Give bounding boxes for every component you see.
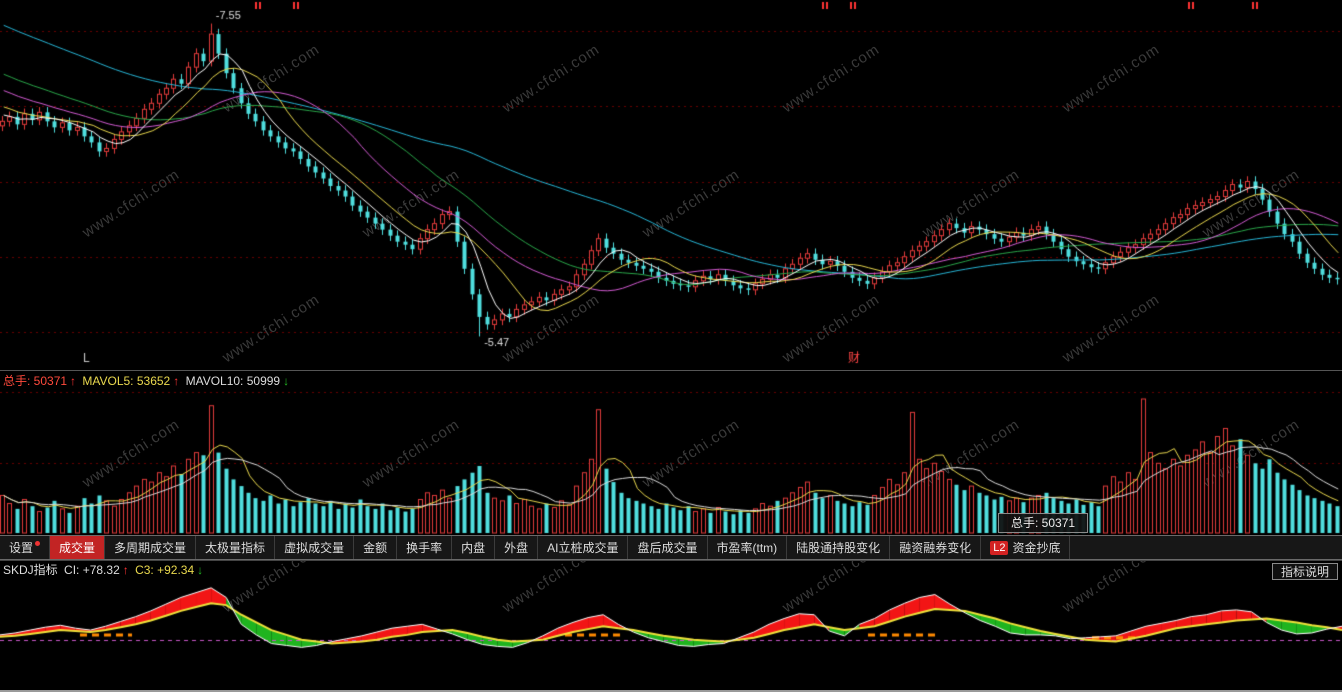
- skdj-header: SKDJ指标 CI: +78.32 ↑ C3: +92.34 ↓ 指标说明: [0, 560, 1342, 580]
- down-arrow-icon: ↓: [283, 374, 290, 388]
- up-arrow-icon: ↑: [70, 374, 77, 388]
- indicator-tab-bar: 设置 成交量 多周期成交量 太极量指标 虚拟成交量 金额 换手率 内盘 外盘 AI立桩成交量 盘后成…: [0, 535, 1342, 560]
- tab-label: 金额: [363, 541, 388, 555]
- tab-label: AI立桩成交量: [547, 541, 619, 555]
- tab-virtual-volume[interactable]: 虚拟成交量: [275, 536, 355, 559]
- l2-badge: L2: [990, 540, 1009, 555]
- tab-inner-disc[interactable]: 内盘: [452, 536, 496, 559]
- tab-settings[interactable]: 设置: [0, 536, 51, 559]
- indicator-help-button[interactable]: 指标说明: [1271, 563, 1338, 580]
- skdj-title: SKDJ指标: [3, 563, 58, 577]
- volume-total-value: 总手: 50371: [3, 374, 68, 388]
- mavol5-value: MAVOL5: 53652: [82, 374, 171, 388]
- up-arrow-icon: ↑: [173, 374, 180, 388]
- tab-label: 虚拟成交量: [284, 541, 345, 555]
- up-arrow-icon: ↑: [122, 563, 129, 577]
- tab-label: 多周期成交量: [114, 541, 187, 555]
- tab-pe-ttm[interactable]: 市盈率(ttm): [708, 536, 788, 559]
- tab-turnover-rate[interactable]: 换手率: [397, 536, 453, 559]
- tab-label: 设置: [9, 541, 34, 555]
- tab-label: 换手率: [406, 541, 443, 555]
- main-price-canvas[interactable]: [0, 0, 1342, 370]
- notification-dot: [35, 541, 41, 546]
- volume-panel: 总手: 50371 ↑ MAVOL5: 53652 ↑ MAVOL10: 50999…: [0, 370, 1342, 535]
- skdj-panel: SKDJ指标 CI: +78.32 ↑ C3: +92.34 ↓ 指标说明: [0, 560, 1342, 690]
- skdj-c3-value: C3: +92.34: [135, 563, 195, 577]
- tab-label: 外盘: [504, 541, 529, 555]
- tab-taiji-volume[interactable]: 太极量指标: [196, 536, 276, 559]
- tab-margin-trading[interactable]: 融资融券变化: [890, 536, 982, 559]
- skdj-canvas[interactable]: [0, 580, 1342, 690]
- tab-label: 陆股通持股变化: [796, 541, 881, 555]
- tab-label: 成交量: [59, 541, 96, 555]
- bottom-divider: [0, 690, 1342, 692]
- tab-northbound-holdings[interactable]: 陆股通持股变化: [787, 536, 891, 559]
- mavol10-value: MAVOL10: 50999: [185, 374, 281, 388]
- tab-label: 融资融券变化: [899, 541, 972, 555]
- tab-label: 盘后成交量: [637, 541, 698, 555]
- volume-header: 总手: 50371 ↑ MAVOL5: 53652 ↑ MAVOL10: 50999…: [0, 370, 1342, 391]
- tab-ai-volume[interactable]: AI立桩成交量: [538, 536, 629, 559]
- volume-readout-tooltip: 总手: 50371: [998, 513, 1089, 533]
- tab-fund-bottom[interactable]: L2 资金抄底: [981, 536, 1071, 559]
- tab-amount[interactable]: 金额: [354, 536, 398, 559]
- tab-outer-disc[interactable]: 外盘: [495, 536, 539, 559]
- tab-label: 太极量指标: [205, 541, 266, 555]
- down-arrow-icon: ↓: [197, 563, 204, 577]
- tab-label: 资金抄底: [1012, 541, 1061, 555]
- tab-multi-period-volume[interactable]: 多周期成交量: [105, 536, 197, 559]
- tab-label: 市盈率(ttm): [716, 541, 778, 555]
- tab-volume[interactable]: 成交量: [50, 536, 106, 559]
- volume-canvas[interactable]: [0, 391, 1342, 535]
- tab-after-hours-volume[interactable]: 盘后成交量: [628, 536, 708, 559]
- main-price-panel: [0, 0, 1342, 370]
- skdj-ci-value: CI: +78.32: [64, 563, 120, 577]
- tab-label: 内盘: [461, 541, 486, 555]
